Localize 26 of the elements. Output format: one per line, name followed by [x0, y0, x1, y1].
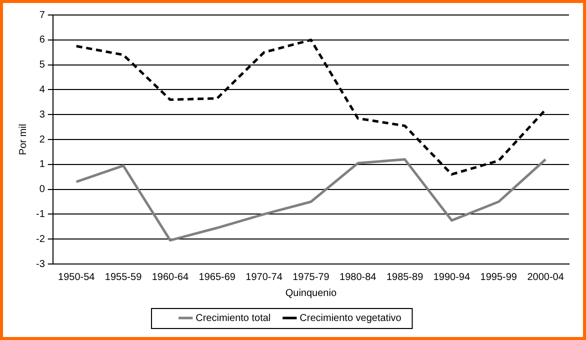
- y-tick-label: 5: [39, 60, 46, 71]
- legend-label: Crecimiento vegetativo: [300, 312, 402, 324]
- x-axis-title: Quinquenio: [285, 288, 337, 299]
- x-tick-label: 1965-69: [198, 272, 236, 283]
- x-tick-label: 1975-79: [292, 272, 330, 283]
- y-tick-label: 6: [39, 34, 46, 46]
- x-tick-label: 1970-74: [246, 272, 283, 283]
- y-tick-label: -2: [36, 234, 46, 245]
- y-tick-label: 2: [39, 134, 46, 146]
- x-tick-label: 1955-59: [104, 272, 142, 283]
- x-tick-label: 1990-94: [433, 272, 470, 283]
- x-tick-label: 1985-89: [386, 272, 424, 283]
- y-tick-label: 3: [39, 109, 46, 120]
- x-tick-label: 2000-04: [527, 272, 564, 283]
- x-tick-label: 1980-84: [340, 272, 377, 283]
- x-tick-label: 1995-99: [480, 272, 518, 283]
- x-tick-label: 1960-64: [152, 272, 189, 283]
- y-tick-label: 1: [39, 159, 46, 170]
- y-tick-label: -1: [36, 208, 46, 220]
- y-tick-label: 4: [39, 84, 46, 96]
- legend-label: Crecimiento total: [196, 312, 271, 324]
- y-axis-title: Por mil: [18, 124, 29, 156]
- y-tick-label: -3: [36, 258, 46, 270]
- y-tick-label: 7: [39, 10, 46, 21]
- y-tick-label: 0: [39, 184, 46, 196]
- x-tick-label: 1950-54: [58, 272, 96, 283]
